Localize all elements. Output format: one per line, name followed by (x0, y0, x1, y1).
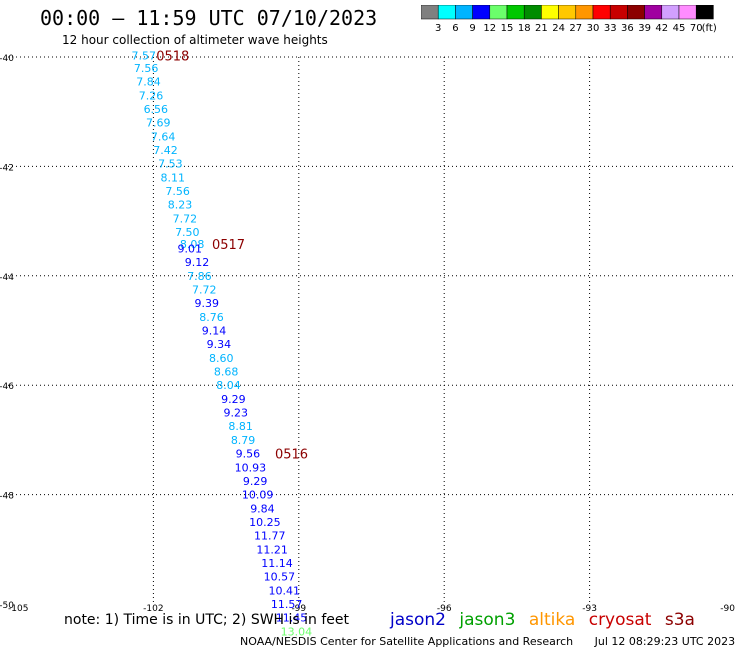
wave-height-point: 7.84 (136, 76, 161, 89)
mission-s3a: s3a (664, 610, 695, 630)
wave-height-point: 7.72 (192, 283, 217, 296)
chart-title: 00:00 – 11:59 UTC 07/10/2023 (40, 6, 378, 30)
wave-height-point: 7.56 (134, 62, 159, 75)
pass-time-label: 0518 (156, 49, 189, 64)
colorbar-label: 27 (569, 23, 582, 34)
credit-text: NOAA/NESDIS Center for Satellite Applica… (240, 635, 574, 648)
wave-height-point: 9.12 (185, 256, 210, 269)
colorbar-swatch (695, 5, 714, 20)
wave-height-point: 8.79 (231, 434, 256, 447)
wave-height-point: 8.04 (216, 379, 241, 392)
wave-height-point: 13.04 (281, 625, 313, 638)
wave-height-point: 9.56 (236, 448, 261, 461)
wave-height-point: 9.29 (221, 393, 246, 406)
wave-height-point: 11.45 (276, 612, 308, 625)
wave-height-point: 8.76 (199, 311, 224, 324)
pass-time-label: 0517 (212, 238, 245, 253)
colorbar-label: 45 (673, 23, 686, 34)
mission-altika: altika (528, 610, 576, 630)
y-tick-label: -40 (0, 54, 14, 64)
wave-height-point: 10.25 (249, 516, 281, 529)
colorbar-legend: 3 6 9 12 15 18 21 24 27 30 33 36 39 42 45 70 (ft) (421, 5, 717, 34)
x-tick-label: -96 (437, 604, 452, 614)
footer-note: note: 1) Time is in UTC; 2) SWH is in fe… (64, 612, 350, 628)
wave-height-point: 10.09 (242, 489, 274, 502)
wave-height-point: 9.39 (194, 297, 219, 310)
colorbar-label: 42 (655, 23, 668, 34)
wave-height-point: 7.50 (175, 226, 200, 239)
colorbar-label: 21 (535, 23, 548, 34)
mission-jason3: jason3 (459, 610, 516, 630)
wave-height-point: 9.23 (224, 407, 249, 420)
wave-height-point: 7.86 (187, 270, 212, 283)
mission-legend: jason2 jason3 altika cryosat s3a (390, 610, 703, 630)
credit-line: NOAA/NESDIS Center for Satellite Applica… (240, 635, 735, 648)
y-tick-label: -44 (0, 273, 14, 283)
colorbar-label: 18 (518, 23, 531, 34)
credit-timestamp: Jul 12 08:29:23 UTC 2023 (594, 635, 736, 648)
wave-height-point: 11.57 (271, 598, 303, 611)
wave-height-point: 9.34 (207, 338, 232, 351)
wave-height-point: 7.53 (158, 158, 183, 171)
wave-height-point: 7.72 (173, 212, 198, 225)
wave-height-point: 8.60 (209, 352, 234, 365)
colorbar-label: 36 (621, 23, 634, 34)
colorbar-label: 30 (587, 23, 600, 34)
colorbar-label: 3 (435, 23, 441, 34)
wave-height-point: 7.57 (131, 49, 156, 62)
wave-height-point: 10.57 (264, 571, 296, 584)
colorbar-label: 6 (452, 23, 458, 34)
x-tick-label: -90 (720, 604, 735, 614)
wave-height-point: 7.69 (146, 117, 171, 130)
wave-height-point: 10.41 (269, 584, 301, 597)
wave-height-point: 10.93 (235, 461, 267, 474)
colorbar-label: 33 (604, 23, 617, 34)
colorbar-label: 24 (552, 23, 565, 34)
wave-height-point: 8.08 (180, 238, 205, 251)
colorbar-label: 39 (638, 23, 651, 34)
mission-cryosat: cryosat (588, 610, 652, 630)
pass-time-label: 0516 (275, 448, 308, 463)
x-tick-label: -93 (582, 604, 597, 614)
wave-height-point: 6.56 (144, 103, 169, 116)
mission-jason2: jason2 (390, 610, 446, 630)
x-tick-label: -99 (291, 604, 306, 614)
wave-height-point: 7.56 (165, 185, 190, 198)
colorbar-unit: (ft) (702, 23, 717, 34)
y-tick-label: -42 (0, 163, 14, 173)
wave-height-point: 7.42 (153, 144, 178, 157)
wave-height-point: 9.29 (243, 475, 268, 488)
y-tick-label: -48 (0, 492, 14, 502)
y-tick-label: -50 (0, 601, 14, 611)
x-tick-label: -102 (143, 604, 163, 614)
wave-height-point: 9.14 (202, 325, 227, 338)
colorbar-label: 15 (501, 23, 514, 34)
wave-height-point: 8.81 (228, 420, 253, 433)
wave-height-point: 11.77 (254, 530, 286, 543)
wave-height-point: 8.11 (161, 171, 186, 184)
y-tick-label: -46 (0, 382, 14, 392)
chart-subtitle: 12 hour collection of altimeter wave hei… (62, 33, 328, 47)
colorbar-label: 70 (690, 23, 703, 34)
wave-height-point: 7.64 (151, 130, 176, 143)
wave-height-point: 9.01 (178, 242, 203, 255)
wave-height-point: 11.21 (256, 543, 288, 556)
wave-height-point: 8.68 (214, 366, 239, 379)
wave-height-point: 7.26 (139, 89, 164, 102)
colorbar-label: 9 (469, 23, 475, 34)
wave-height-point: 11.14 (261, 557, 293, 570)
wave-height-point: 8.23 (168, 199, 193, 212)
colorbar-label: 12 (483, 23, 496, 34)
wave-height-point: 9.84 (250, 502, 275, 515)
x-tick-label: -105 (8, 604, 28, 614)
